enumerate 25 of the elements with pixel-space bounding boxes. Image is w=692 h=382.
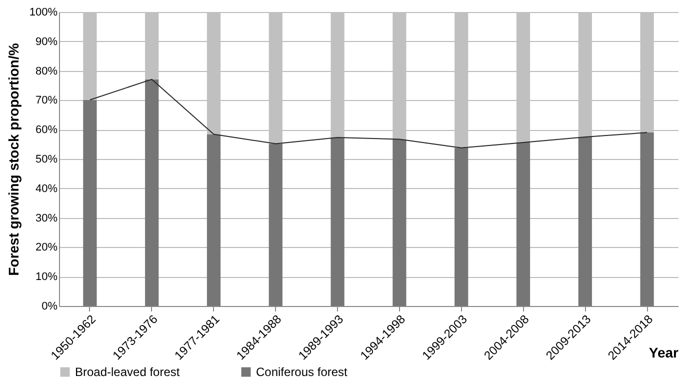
y-tick-label: 50% <box>35 154 58 166</box>
bar <box>640 132 654 306</box>
line-series <box>89 78 648 148</box>
legend-label: Broad-leaved forest <box>75 365 180 379</box>
y-tick-label: 100% <box>29 6 58 18</box>
y-tick-label: 70% <box>35 94 58 107</box>
y-tick-label: 10% <box>35 271 58 284</box>
legend-label: Coniferous forest <box>256 365 348 379</box>
bar <box>454 148 468 306</box>
y-tick-label: 20% <box>35 242 58 254</box>
y-tick-label: 30% <box>35 212 58 224</box>
bar <box>83 100 97 306</box>
y-axis-title: Forest growing stock proportion/% <box>5 42 22 276</box>
y-tick-label: 90% <box>35 36 58 48</box>
y-tick-label: 80% <box>35 65 58 78</box>
y-tick-label: 60% <box>35 124 58 136</box>
bar <box>268 144 282 306</box>
bar <box>206 134 221 306</box>
y-tick-label: 40% <box>35 182 58 195</box>
y-tick-label: 0% <box>42 300 58 312</box>
bar <box>516 142 530 306</box>
bar <box>392 139 406 306</box>
bar <box>145 79 159 306</box>
bar <box>578 136 592 306</box>
bar <box>330 138 344 306</box>
